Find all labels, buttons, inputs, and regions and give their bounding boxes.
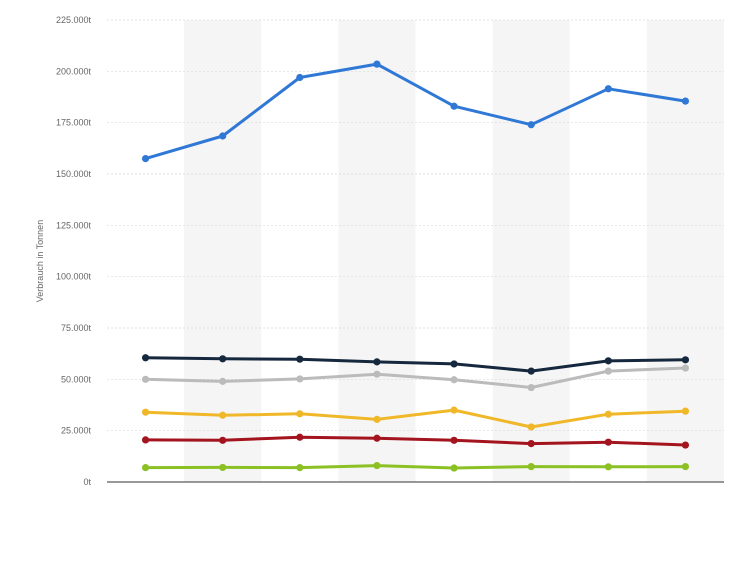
series-group [141, 60, 690, 472]
data-point [296, 355, 304, 363]
data-point [450, 406, 458, 414]
series-2 [141, 354, 690, 375]
data-point [219, 355, 227, 363]
series-line [144, 464, 687, 470]
data-point [604, 85, 612, 93]
y-tick-label: 75.000t [61, 323, 92, 333]
data-point [527, 367, 535, 375]
data-point [141, 354, 150, 362]
data-point [296, 73, 304, 82]
data-point [373, 434, 381, 442]
data-point [219, 463, 227, 472]
data-point [373, 60, 381, 68]
data-point [681, 463, 690, 471]
series-line [144, 62, 687, 161]
data-point [450, 464, 458, 472]
series-line [144, 356, 687, 373]
category-band [184, 20, 262, 482]
data-point [527, 121, 535, 129]
data-point [296, 433, 304, 441]
y-tick-label: 175.000t [56, 118, 92, 128]
data-point [604, 367, 612, 375]
data-point [296, 375, 304, 383]
y-tick-label: 225.000t [56, 15, 92, 25]
data-point [527, 383, 535, 392]
y-axis-title: Verbrauch in Tonnen [35, 220, 45, 302]
y-tick-label: 25.000t [61, 426, 92, 436]
series-line [144, 435, 687, 447]
y-tick-label: 200.000t [56, 66, 92, 76]
data-point [604, 463, 612, 471]
y-tick-label: 150.000t [56, 169, 92, 179]
category-band [492, 20, 570, 482]
data-point [373, 415, 381, 423]
data-point [141, 155, 150, 163]
data-point [681, 364, 690, 372]
series-4 [141, 406, 690, 431]
data-point [141, 408, 150, 416]
series-5 [141, 433, 690, 449]
data-point [681, 97, 690, 105]
data-point [604, 438, 612, 446]
data-point [141, 375, 150, 383]
data-point [604, 410, 612, 418]
background-bands [184, 20, 724, 482]
y-tick-label: 0t [83, 477, 91, 487]
series-line [144, 408, 687, 429]
data-point [681, 407, 690, 415]
data-point [681, 356, 690, 364]
data-point [296, 464, 304, 472]
data-point [296, 410, 304, 418]
y-tick-label: 100.000t [56, 272, 92, 282]
data-point [450, 102, 458, 110]
series-6 [141, 461, 690, 472]
data-point [604, 357, 612, 365]
data-point [527, 463, 535, 471]
series-line [144, 366, 687, 389]
series-1 [141, 60, 690, 163]
data-point [219, 436, 227, 444]
data-point [373, 358, 381, 366]
data-point [219, 132, 227, 140]
data-point [527, 440, 535, 448]
data-point [141, 436, 150, 444]
data-point [450, 436, 458, 444]
data-point [219, 377, 227, 385]
y-tick-label: 125.000t [56, 220, 92, 230]
data-point [373, 370, 381, 378]
series-3 [141, 364, 690, 392]
y-tick-label: 50.000t [61, 374, 92, 384]
data-point [527, 423, 535, 431]
y-axis-tick-labels: 0t 25.000t 50.000t 75.000t 100.000t 125.000t 1… [56, 15, 92, 487]
category-band [338, 20, 416, 482]
data-point [373, 461, 381, 470]
data-point [681, 441, 690, 449]
gridlines [107, 19, 724, 432]
data-point [450, 360, 458, 368]
data-point [450, 376, 458, 384]
data-point [219, 411, 227, 419]
data-point [141, 464, 150, 472]
